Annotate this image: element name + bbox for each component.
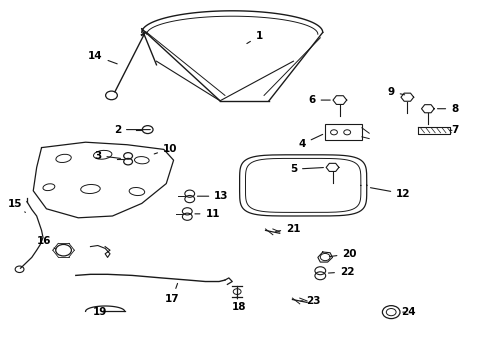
Text: 22: 22 <box>328 267 354 277</box>
Text: 8: 8 <box>437 104 457 114</box>
Text: 21: 21 <box>275 224 300 234</box>
Text: 19: 19 <box>93 307 107 317</box>
Text: 16: 16 <box>37 236 56 249</box>
Text: 15: 15 <box>7 199 25 212</box>
Text: 20: 20 <box>329 249 356 259</box>
Text: 17: 17 <box>164 283 179 304</box>
Text: 3: 3 <box>94 150 120 161</box>
Text: 10: 10 <box>154 144 177 154</box>
Text: 7: 7 <box>449 125 458 135</box>
Text: 2: 2 <box>114 125 150 135</box>
Text: 12: 12 <box>370 188 410 199</box>
Text: 14: 14 <box>88 51 117 64</box>
Text: 1: 1 <box>246 31 262 44</box>
Text: 5: 5 <box>289 164 323 174</box>
Text: 23: 23 <box>300 296 320 306</box>
Text: 13: 13 <box>197 191 228 201</box>
Text: 6: 6 <box>308 95 329 105</box>
Text: 11: 11 <box>195 209 220 219</box>
Text: 18: 18 <box>231 297 245 312</box>
Text: 4: 4 <box>298 134 322 149</box>
Text: 9: 9 <box>387 87 404 97</box>
Text: 24: 24 <box>400 307 415 317</box>
Bar <box>325 124 361 140</box>
